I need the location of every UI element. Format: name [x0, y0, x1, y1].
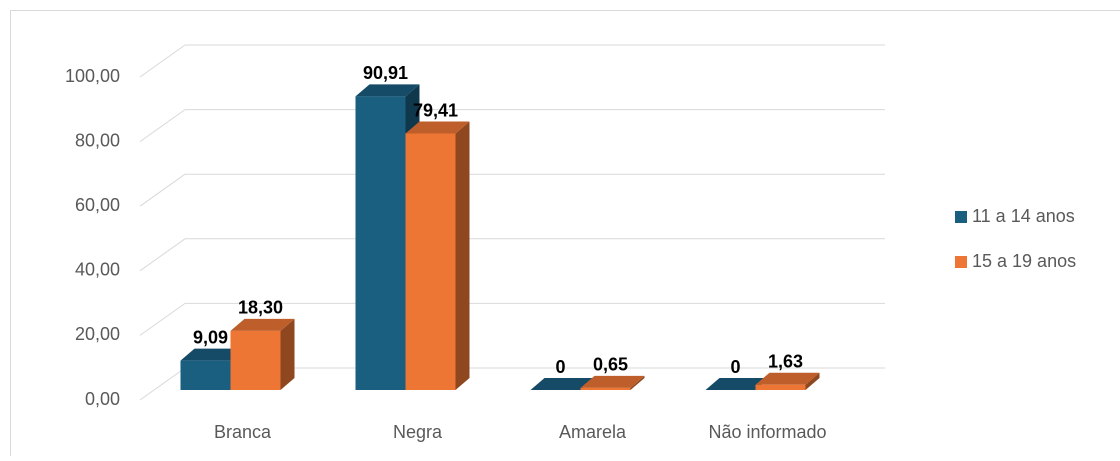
data-label: 1,63 [768, 351, 803, 371]
y-tick-label: 20,00 [75, 324, 120, 344]
y-tick-label: 40,00 [75, 260, 120, 280]
grid-line [139, 109, 186, 143]
bar-top [755, 372, 820, 385]
bar-top [180, 348, 245, 361]
data-label: 0 [730, 357, 740, 377]
legend-swatch [955, 211, 967, 223]
bar-side [805, 372, 820, 390]
grid-line [139, 367, 186, 401]
x-tick-label: Amarela [559, 422, 627, 442]
data-label: 18,30 [238, 298, 283, 318]
bar-side [455, 121, 470, 390]
bar-top [230, 318, 295, 331]
bar [755, 384, 806, 390]
bar-top [405, 121, 470, 134]
grid-line [139, 302, 186, 336]
bar [180, 360, 231, 390]
legend-label: 15 a 19 anos [972, 251, 1076, 271]
data-label: 79,41 [413, 100, 458, 120]
legend-label: 11 a 14 anos [972, 206, 1075, 226]
bar [230, 330, 281, 390]
x-tick-label: Branca [214, 422, 272, 442]
bar [405, 133, 456, 390]
data-label: 90,91 [363, 63, 408, 83]
data-label: 0 [555, 357, 565, 377]
bar-top [530, 378, 595, 390]
bar-top [580, 375, 645, 388]
y-tick-label: 0,00 [85, 389, 120, 409]
y-tick-label: 60,00 [75, 195, 120, 215]
grid-line [139, 44, 186, 78]
x-tick-label: Negra [393, 422, 443, 442]
data-label: 9,09 [193, 327, 228, 347]
bar [355, 96, 406, 390]
bar-top [355, 84, 420, 97]
grid-line [139, 173, 186, 207]
y-tick-label: 80,00 [75, 130, 120, 150]
x-tick-label: Não informado [708, 422, 826, 442]
data-label: 0,65 [593, 355, 628, 375]
legend-swatch [955, 256, 967, 268]
bar-side [630, 375, 645, 390]
bar-side [280, 318, 295, 390]
bar [580, 387, 631, 390]
bar-top [705, 378, 770, 390]
grid-line [139, 238, 186, 272]
y-tick-label: 100,00 [65, 66, 120, 86]
